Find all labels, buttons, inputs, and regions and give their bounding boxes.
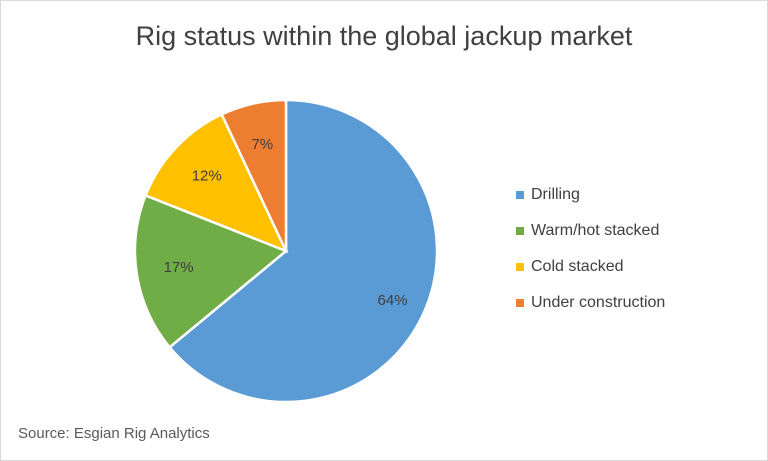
data-label: 64% — [378, 292, 408, 309]
legend-swatch — [516, 191, 524, 199]
data-label: 7% — [251, 136, 273, 153]
legend-label: Cold stacked — [531, 258, 624, 275]
legend-label: Drilling — [531, 186, 580, 203]
pie-slice — [220, 98, 288, 252]
pie-slice — [143, 112, 289, 254]
chart-title: Rig status within the global jackup mark… — [136, 21, 633, 51]
legend-swatch — [516, 263, 524, 271]
pie-slice — [167, 98, 439, 404]
data-label: 12% — [192, 168, 222, 185]
legend-swatch — [516, 227, 524, 235]
legend-swatch — [516, 299, 524, 307]
legend-label: Warm/hot stacked — [531, 222, 659, 239]
legend-label: Under construction — [531, 294, 665, 311]
pie-slice — [133, 193, 289, 350]
data-label: 17% — [164, 259, 194, 276]
source-note: Source: Esgian Rig Analytics — [18, 425, 210, 442]
